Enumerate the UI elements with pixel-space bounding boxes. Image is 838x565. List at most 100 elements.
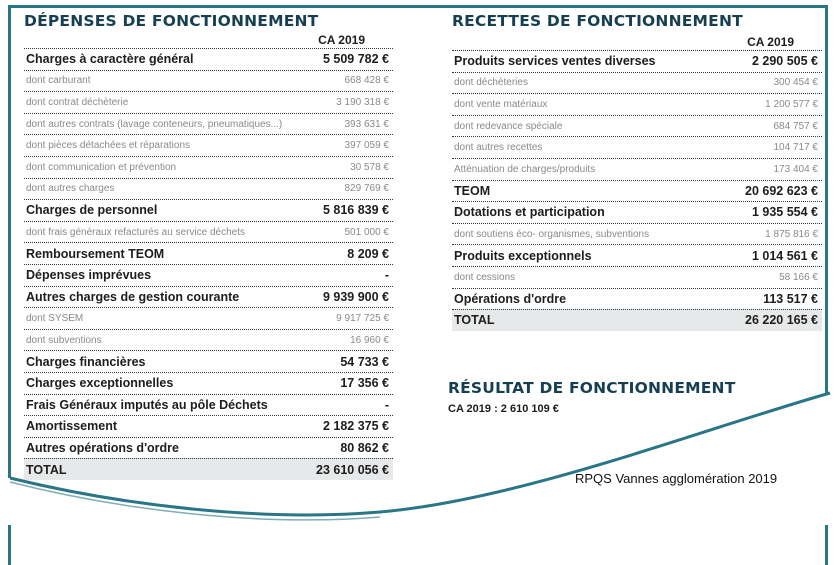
row-value: 3 190 318 € (336, 96, 389, 108)
row-value: 2 182 375 € (322, 419, 389, 434)
recettes-table: Produits services ventes diverses 2 290 5… (452, 50, 822, 331)
recettes-column-header: CA 2019 (747, 35, 794, 49)
row-value: 80 862 € (340, 440, 389, 455)
row-label: dont SYSEM (26, 312, 84, 324)
row-value: 17 356 € (340, 376, 389, 391)
row-value: 16 960 € (350, 334, 389, 346)
row-value: 104 717 € (773, 142, 819, 154)
table-row: Produits services ventes diverses 2 290 5… (452, 50, 822, 72)
row-label: dont frais généraux refacturés au servic… (26, 226, 246, 238)
row-label: dont pièces détachées et réparations (26, 140, 190, 152)
row-value: 5 509 782 € (322, 52, 389, 67)
row-value: 1 200 577 € (765, 98, 818, 110)
row-label: dont autres recettes (454, 142, 543, 154)
table-row: dont communication et prévention 30 578 € (24, 155, 393, 178)
row-value: 668 428 € (344, 75, 390, 87)
depenses-table: Charges à caractère général 5 509 782 € do… (24, 48, 393, 480)
row-label: TOTAL (26, 462, 67, 477)
table-row: dont SYSEM 9 917 725 € (24, 307, 393, 329)
row-label: dont cessions (454, 271, 516, 283)
table-row: dont carburant 668 428 € (24, 69, 393, 92)
table-row: Autres opérations d'ordre 80 862 € (24, 436, 393, 459)
table-row: dont déchèteries 300 454 € (452, 71, 822, 94)
row-value: 8 209 € (347, 246, 389, 261)
table-row: dont soutiens éco- organismes, subventio… (452, 222, 822, 245)
table-row: Produits exceptionnels 1 014 561 € (452, 244, 822, 266)
row-label: dont soutiens éco- organismes, subventio… (454, 228, 650, 240)
resultat-value: CA 2019 : 2 610 109 € (448, 403, 559, 415)
table-row: TEOM 20 692 623 € (452, 179, 822, 202)
row-value: 1 875 816 € (765, 228, 818, 240)
row-value: 397 059 € (344, 140, 390, 152)
table-row: Charges financières 54 733 € (24, 350, 393, 372)
row-value: 1 014 561 € (751, 248, 818, 263)
table-row: dont frais généraux refacturés au servic… (24, 220, 393, 243)
table-row: Autres charges de gestion courante 9 939 … (24, 285, 393, 308)
row-label: Opérations d'ordre (454, 291, 567, 306)
row-label: Produits exceptionnels (454, 248, 592, 263)
table-row: Charges de personnel 5 816 839 € (24, 199, 393, 221)
row-label: Autres opérations d'ordre (26, 440, 179, 455)
row-value: 2 290 505 € (751, 54, 818, 69)
footer-caption: RPQS Vannes agglomération 2019 (575, 471, 778, 486)
row-value: 20 692 623 € (745, 183, 818, 198)
table-row: Charges à caractère général 5 509 782 € (24, 48, 393, 70)
row-value: 30 578 € (350, 161, 389, 173)
table-row: Amortissement 2 182 375 € (24, 415, 393, 437)
table-row: dont autres recettes 104 717 € (452, 136, 822, 158)
table-row: dont subventions 16 960 € (24, 328, 393, 351)
table-row: dont cessions 58 166 € (452, 265, 822, 288)
table-row: Atténuation de charges/produits 173 404 € (452, 157, 822, 180)
row-label: Charges financières (26, 354, 146, 369)
row-label: Autres charges de gestion courante (26, 289, 240, 304)
row-value: 58 166 € (779, 271, 818, 283)
row-value: 684 757 € (773, 120, 819, 132)
row-value: 829 769 € (344, 183, 390, 195)
total-row: TOTAL 23 610 056 € (24, 458, 393, 480)
row-label: Dotations et participation (454, 205, 605, 220)
row-label: Charges exceptionnelles (26, 376, 174, 391)
table-row: Dotations et participation 1 935 554 € (452, 201, 822, 223)
row-value: - (384, 397, 389, 412)
row-label: TEOM (454, 183, 491, 198)
row-value: 501 000 € (344, 226, 390, 238)
row-label: dont contrat déchèterie (26, 96, 129, 108)
row-value: - (384, 268, 389, 283)
table-row: Opérations d'ordre 113 517 € (452, 287, 822, 310)
row-value: 1 935 554 € (751, 205, 818, 220)
table-row: Frais Généraux imputés au pôle Déchets - (24, 393, 393, 416)
row-label: Atténuation de charges/produits (454, 163, 596, 175)
row-value: 5 816 839 € (322, 203, 389, 218)
row-value: 393 631 € (344, 118, 390, 130)
row-label: Charges de personnel (26, 203, 158, 218)
document-frame (8, 5, 828, 565)
depenses-column-header: CA 2019 (318, 33, 365, 47)
row-value: 9 939 900 € (322, 289, 389, 304)
resultat-title: RÉSULTAT DE FONCTIONNEMENT (448, 379, 736, 397)
table-row: dont autres contrats (lavage conteneurs,… (24, 112, 393, 135)
row-label: dont vente matériaux (454, 98, 548, 110)
row-value: 9 917 725 € (336, 312, 389, 324)
bottom-wave-decoration (9, 391, 831, 521)
row-label: dont autres charges (26, 183, 115, 195)
row-label: dont carburant (26, 75, 91, 87)
table-row: dont vente matériaux 1 200 577 € (452, 93, 822, 115)
row-value: 54 733 € (340, 354, 389, 369)
row-value: 113 517 € (763, 291, 818, 306)
table-row: dont autres charges 829 769 € (24, 177, 393, 200)
total-row: TOTAL 26 220 165 € (452, 309, 822, 331)
row-label: Amortissement (26, 419, 117, 434)
row-label: dont subventions (26, 334, 102, 346)
row-label: dont redevance spéciale (454, 120, 563, 132)
row-value: 23 610 056 € (316, 462, 389, 477)
row-label: Frais Généraux imputés au pôle Déchets (26, 397, 268, 412)
table-row: dont redevance spéciale 684 757 € (452, 114, 822, 137)
row-label: dont communication et prévention (26, 161, 177, 173)
recettes-panel: RECETTES DE FONCTIONNEMENT CA 2019 Produ… (452, 12, 822, 331)
row-label: Dépenses imprévues (26, 268, 152, 283)
depenses-title: DÉPENSES DE FONCTIONNEMENT (24, 12, 319, 30)
row-value: 300 454 € (773, 77, 819, 89)
row-value: 173 404 € (773, 163, 819, 175)
row-label: Produits services ventes diverses (454, 54, 656, 69)
row-label: dont autres contrats (lavage conteneurs,… (26, 118, 283, 130)
